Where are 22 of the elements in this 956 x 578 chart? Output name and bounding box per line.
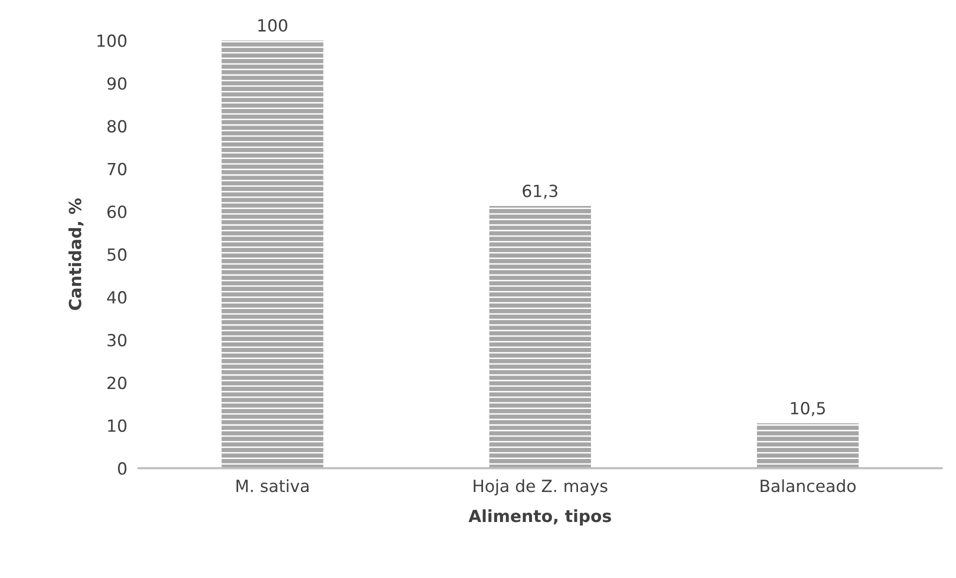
y-tick-label: 10 xyxy=(108,419,126,432)
bar xyxy=(756,423,859,468)
bar xyxy=(222,40,324,468)
y-tick-label: 60 xyxy=(107,206,126,218)
y-tick-label: 0 xyxy=(118,462,126,475)
data-label: 10,5 xyxy=(791,402,825,416)
bar xyxy=(489,206,591,468)
y-tick-label: 20 xyxy=(108,376,126,390)
x-axis-title: Alimento, tipos xyxy=(468,509,612,526)
data-label: 61,3 xyxy=(522,184,558,199)
y-tick-label: 50 xyxy=(108,248,126,261)
y-tick-label: 30 xyxy=(108,334,126,346)
x-tick-label: Hoja de Z. mays xyxy=(474,479,608,496)
y-tick-label: 80 xyxy=(107,120,126,133)
y-tick-label: 40 xyxy=(107,291,126,304)
y-tick-label: 100 xyxy=(98,34,126,48)
data-label: 100 xyxy=(258,19,288,32)
y-tick-label: 90 xyxy=(107,77,126,90)
x-tick-label: Balanceado xyxy=(760,479,856,492)
x-tick-label: M. sativa xyxy=(236,479,309,492)
y-tick-label: 70 xyxy=(108,162,126,176)
y-axis-title: Cantidad, % xyxy=(68,198,84,310)
